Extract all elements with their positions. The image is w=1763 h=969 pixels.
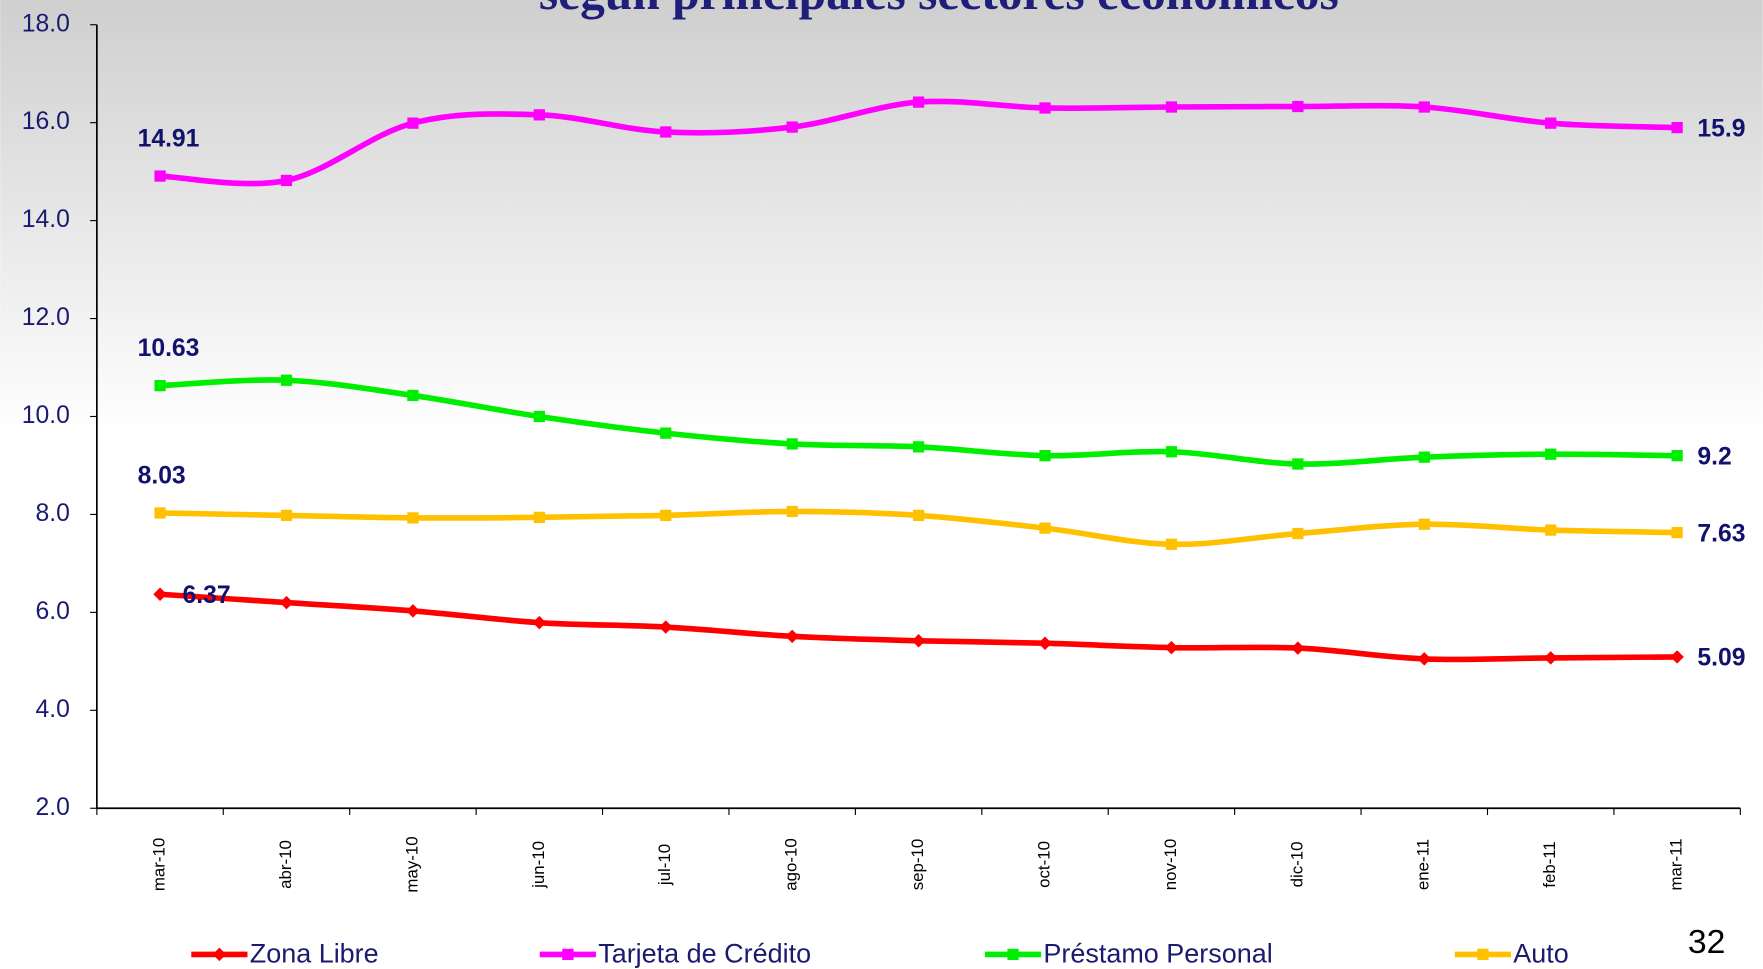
point — [407, 389, 419, 402]
data-label: 8.03 — [138, 463, 186, 490]
point — [1039, 522, 1051, 534]
point — [407, 512, 419, 524]
point — [533, 511, 545, 523]
x-tick-label: may-10 — [402, 836, 421, 892]
page-number: 32 — [1688, 923, 1726, 961]
x-tick-label: sep-10 — [908, 839, 927, 891]
legend-marker — [212, 947, 227, 962]
point — [1418, 451, 1430, 463]
y-tick-label: 16.0 — [22, 108, 70, 135]
point — [660, 509, 672, 522]
point — [1292, 458, 1304, 470]
x-tick-label: jun-10 — [529, 841, 548, 889]
point — [154, 380, 166, 392]
point — [912, 441, 925, 453]
point — [280, 509, 293, 522]
data-label: 7.63 — [1697, 520, 1745, 547]
point — [153, 587, 167, 601]
point — [912, 509, 925, 522]
data-label: 9.2 — [1697, 443, 1731, 470]
legend-label: Zona Libre — [250, 939, 379, 969]
point — [786, 121, 798, 133]
point — [533, 410, 545, 423]
point — [1418, 101, 1430, 113]
x-tick-label: abr-10 — [276, 840, 295, 889]
x-tick-label: dic-10 — [1287, 841, 1306, 887]
legend-label: Tarjeta de Crédito — [598, 939, 811, 969]
chart-title: según principales sectores económicos — [539, 0, 1339, 20]
x-tick-label: feb-11 — [1540, 841, 1559, 888]
y-tick-label: 4.0 — [36, 696, 70, 723]
point — [1291, 641, 1305, 655]
x-tick-label: mar-11 — [1667, 838, 1686, 890]
point — [786, 438, 798, 450]
y-tick-label: 8.0 — [36, 500, 70, 527]
point — [280, 174, 293, 187]
data-label: 10.63 — [138, 335, 200, 362]
point — [912, 96, 925, 108]
point — [532, 615, 547, 630]
point — [1165, 446, 1178, 458]
data-label: 6.37 — [183, 582, 231, 609]
y-tick-label: 6.0 — [36, 598, 70, 625]
point — [1671, 526, 1683, 539]
point — [407, 117, 419, 129]
point — [1292, 100, 1304, 113]
point — [406, 604, 420, 618]
x-tick-label: jul-10 — [655, 844, 674, 886]
y-tick-label: 14.0 — [22, 206, 70, 233]
data-label: 14.91 — [138, 126, 200, 153]
y-tick-label: 2.0 — [36, 794, 70, 821]
point — [1545, 524, 1557, 536]
point — [1671, 121, 1683, 134]
point — [154, 507, 166, 519]
point — [280, 374, 293, 386]
x-tick-label: ene-11 — [1414, 839, 1433, 890]
point — [1418, 518, 1430, 530]
point — [786, 505, 798, 518]
point — [1165, 101, 1178, 113]
point — [279, 595, 294, 610]
y-tick-label: 18.0 — [22, 10, 70, 37]
point — [1545, 448, 1557, 460]
point — [1671, 450, 1683, 462]
point — [660, 427, 672, 439]
data-label: 5.09 — [1697, 645, 1745, 672]
legend-marker — [1477, 948, 1489, 961]
legend-label: Préstamo Personal — [1043, 939, 1272, 969]
y-tick-label: 12.0 — [22, 304, 70, 331]
x-tick-label: oct-10 — [1034, 841, 1053, 888]
legend-marker — [1007, 948, 1019, 961]
point — [660, 126, 672, 138]
data-label: 15.9 — [1697, 115, 1745, 142]
legend-marker — [562, 948, 574, 961]
point — [533, 109, 545, 121]
x-tick-label: nov-10 — [1161, 839, 1180, 891]
point — [911, 634, 926, 648]
point — [154, 170, 166, 182]
x-tick-label: mar-10 — [150, 838, 169, 891]
legend-label: Auto — [1513, 939, 1568, 969]
x-tick-label: ago-10 — [782, 838, 801, 891]
point — [1165, 538, 1178, 550]
point — [1039, 450, 1051, 462]
point — [1292, 527, 1304, 540]
point — [1545, 117, 1557, 129]
point — [1417, 652, 1432, 666]
point — [1039, 102, 1051, 114]
y-tick-label: 10.0 — [22, 402, 70, 429]
